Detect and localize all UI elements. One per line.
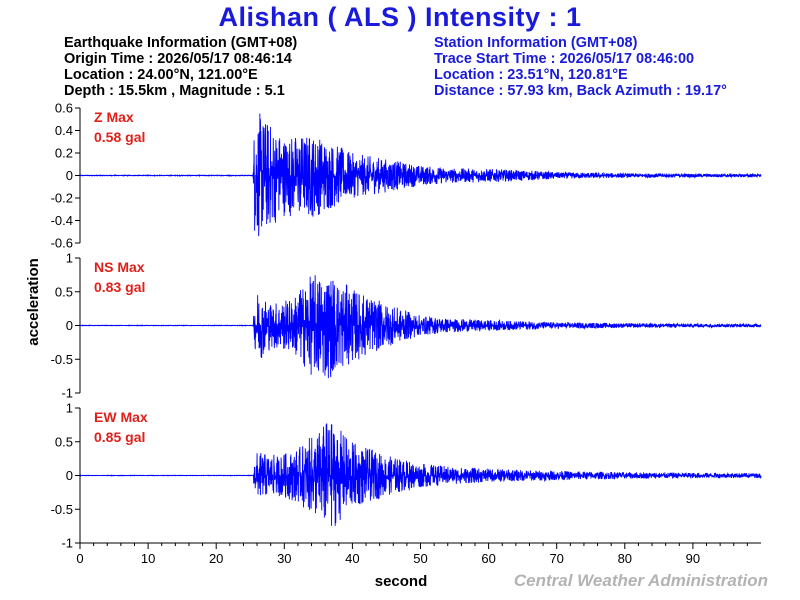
waveform-ns	[79, 275, 762, 379]
chart-title: Alishan ( ALS ) Intensity : 1	[218, 2, 582, 32]
y-tick-label: 0	[66, 318, 73, 333]
origin-time: Origin Time : 2026/05/17 08:46:14	[64, 51, 292, 67]
trace-start-time: Trace Start Time : 2026/05/17 08:46:00	[434, 51, 695, 67]
panel-z: 0.6 0.4 0.2 0 -0.2 -0.4 -0.6 Z Max 0.58 gal	[51, 101, 762, 251]
y-tick-label: -0.4	[51, 213, 73, 228]
y-tick-label: 0.2	[55, 146, 73, 161]
max-label-z: Z Max	[94, 109, 134, 125]
x-tick-label: 90	[686, 551, 700, 566]
epicenter-location: Location : 24.00°N, 121.00°E	[64, 67, 258, 83]
earthquake-info: Earthquake Information (GMT+08) Origin T…	[64, 35, 297, 99]
max-value-ew: 0.85 gal	[94, 429, 145, 445]
y-tick-label: 0	[66, 468, 73, 483]
x-tick-label: 80	[618, 551, 632, 566]
max-label-ew: EW Max	[94, 409, 148, 425]
x-tick-label: 20	[209, 551, 223, 566]
y-axis-label: acceleration	[25, 258, 42, 346]
waveform-z	[79, 113, 762, 237]
y-tick-label: -1	[61, 386, 73, 401]
max-value-z: 0.58 gal	[94, 129, 145, 145]
y-tick-label: -0.5	[51, 502, 73, 517]
x-tick-label: 60	[481, 551, 495, 566]
y-tick-label: 0.4	[55, 123, 73, 138]
y-tick-label: 0.5	[55, 284, 73, 299]
y-tick-label: 1	[66, 401, 73, 416]
panel-ew: 1 0.5 0 -0.5 -1 EW Max 0.85 gal	[51, 401, 762, 551]
y-tick-label: -0.2	[51, 191, 73, 206]
x-tick-label: 40	[345, 551, 359, 566]
x-tick-label: 30	[277, 551, 291, 566]
max-label-ns: NS Max	[94, 259, 145, 275]
credit-text: Central Weather Administration	[514, 571, 768, 590]
y-tick-label: -0.6	[51, 236, 73, 251]
waveform-ew	[79, 423, 762, 526]
x-tick-label: 70	[549, 551, 563, 566]
station-info: Station Information (GMT+08) Trace Start…	[434, 35, 727, 99]
y-tick-label: -1	[61, 536, 73, 551]
station-distance: Distance : 57.93 km, Back Azimuth : 19.1…	[434, 83, 727, 99]
y-tick-label: 0.6	[55, 101, 73, 116]
x-tick-label: 0	[76, 551, 83, 566]
max-value-ns: 0.83 gal	[94, 279, 145, 295]
panel-ns: 1 0.5 0 -0.5 -1 NS Max 0.83 gal	[51, 251, 762, 401]
y-tick-label: 0	[66, 168, 73, 183]
station-info-header: Station Information (GMT+08)	[434, 35, 638, 51]
x-axis-label: second	[375, 573, 428, 590]
x-tick-label: 50	[413, 551, 427, 566]
y-tick-label: 1	[66, 251, 73, 266]
y-tick-label: 0.5	[55, 434, 73, 449]
y-tick-label: -0.5	[51, 352, 73, 367]
station-location: Location : 23.51°N, 120.81°E	[434, 67, 628, 83]
x-tick-label: 10	[141, 551, 155, 566]
earthquake-info-header: Earthquake Information (GMT+08)	[64, 35, 298, 51]
depth-magnitude: Depth : 15.5km , Magnitude : 5.1	[64, 83, 285, 99]
